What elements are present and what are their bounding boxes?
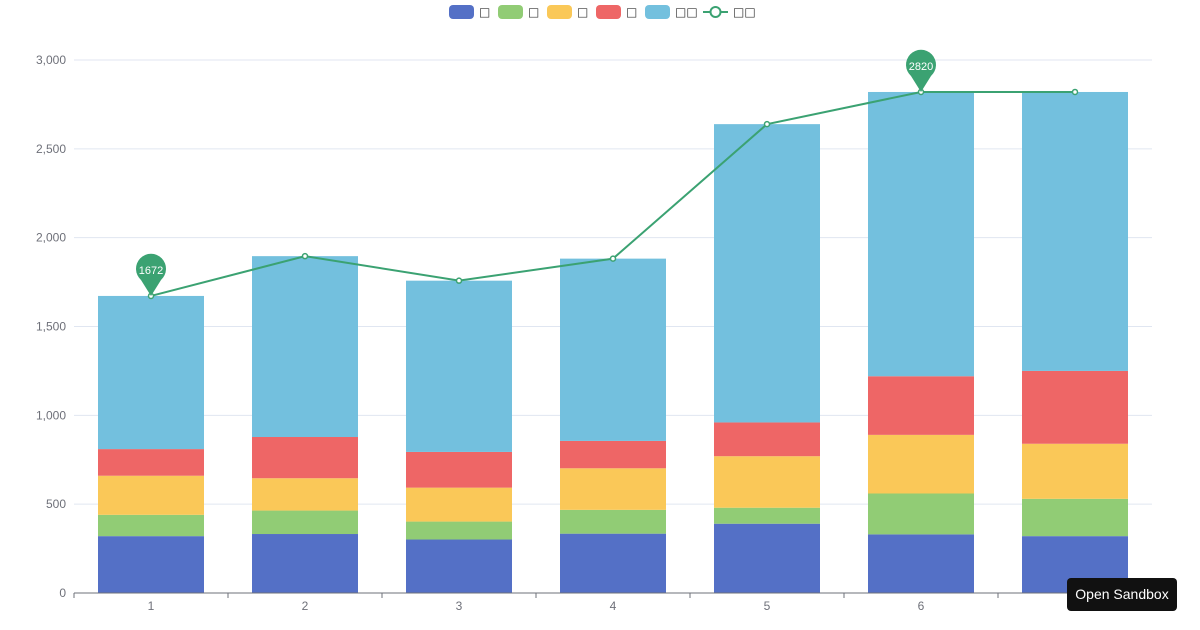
bar-segment — [406, 487, 512, 522]
x-tick-label: 1 — [148, 599, 155, 613]
bar-segment — [714, 422, 820, 457]
mark-pin — [136, 253, 167, 296]
bar-series — [98, 91, 1128, 593]
bar-segment — [252, 534, 358, 593]
x-tick-label: 4 — [610, 599, 617, 613]
mark-pin — [906, 49, 936, 92]
bar-segment — [98, 475, 204, 515]
bar-segment — [868, 534, 974, 593]
legend-item[interactable]: □ — [596, 5, 637, 19]
y-tick-label: 1,000 — [36, 408, 66, 422]
bar-segment — [252, 256, 358, 438]
mark-points: 1672 2820 — [136, 49, 936, 296]
bar-segment — [98, 514, 204, 537]
bar-segment — [560, 509, 666, 534]
line-point — [1071, 88, 1079, 96]
bar-segment — [560, 258, 666, 441]
legend-label: □ — [528, 5, 539, 19]
bar-segment — [406, 451, 512, 488]
bar-segment — [714, 124, 820, 423]
legend-item[interactable]: □ — [449, 5, 490, 19]
legend-item[interactable]: □ — [547, 5, 588, 19]
bar-segment — [252, 510, 358, 535]
bar-segment — [560, 468, 666, 510]
line-point — [609, 255, 617, 262]
bar-segment — [1022, 91, 1128, 371]
y-tick-label: 2,000 — [36, 231, 66, 245]
x-tick-label: 2 — [302, 599, 309, 613]
bar-segment — [714, 523, 820, 593]
legend-label: □ — [626, 5, 637, 19]
bar-segment — [560, 533, 666, 593]
legend-label: □□ — [733, 5, 756, 19]
y-tick-label: 1,500 — [36, 320, 66, 334]
legend[interactable]: □ □ □ □ □□ □□ — [449, 5, 756, 19]
open-sandbox-button[interactable]: Open Sandbox — [1067, 578, 1177, 611]
legend-swatch — [645, 5, 670, 19]
bar-segment — [98, 449, 204, 476]
bar-segment — [406, 521, 512, 540]
legend-item[interactable]: □ — [498, 5, 539, 19]
x-tick-label: 5 — [764, 599, 771, 613]
bar-segment — [98, 536, 204, 593]
y-tick-label: 2,500 — [36, 142, 66, 156]
bar-segment — [252, 478, 358, 511]
bar-segment — [1022, 370, 1128, 444]
bar-segment — [1022, 443, 1128, 499]
bar-segment — [406, 539, 512, 593]
legend-item[interactable]: □□ — [703, 5, 756, 19]
y-tick-label: 500 — [46, 497, 66, 511]
bar-segment — [868, 434, 974, 494]
x-tick-label: 6 — [918, 599, 925, 613]
legend-label: □□ — [675, 5, 698, 19]
line-point — [301, 252, 309, 260]
legend-item[interactable]: □□ — [645, 5, 698, 19]
mark-pin-label: 1672 — [139, 265, 163, 277]
bar-segment — [714, 507, 820, 524]
bar-segment — [406, 280, 512, 452]
legend-label: □ — [479, 5, 490, 19]
legend-label: □ — [577, 5, 588, 19]
legend-line-marker — [709, 6, 722, 18]
legend-swatch — [596, 5, 621, 19]
line-point — [763, 120, 771, 128]
bar-segment — [868, 493, 974, 535]
x-tick-label: 3 — [456, 599, 463, 613]
mark-pin-label: 2820 — [909, 61, 933, 73]
bar-segment — [714, 456, 820, 508]
legend-swatch — [547, 5, 572, 19]
bar-segment — [868, 91, 974, 377]
line-point — [455, 277, 463, 284]
bar-segment — [560, 440, 666, 469]
y-tick-label: 3,000 — [36, 53, 66, 67]
legend-swatch — [498, 5, 523, 19]
legend-swatch — [449, 5, 474, 19]
bar-segment — [1022, 498, 1128, 537]
bar-segment — [98, 295, 204, 450]
bar-segment — [868, 376, 974, 435]
y-tick-label: 0 — [59, 586, 66, 600]
bar-segment — [252, 437, 358, 479]
